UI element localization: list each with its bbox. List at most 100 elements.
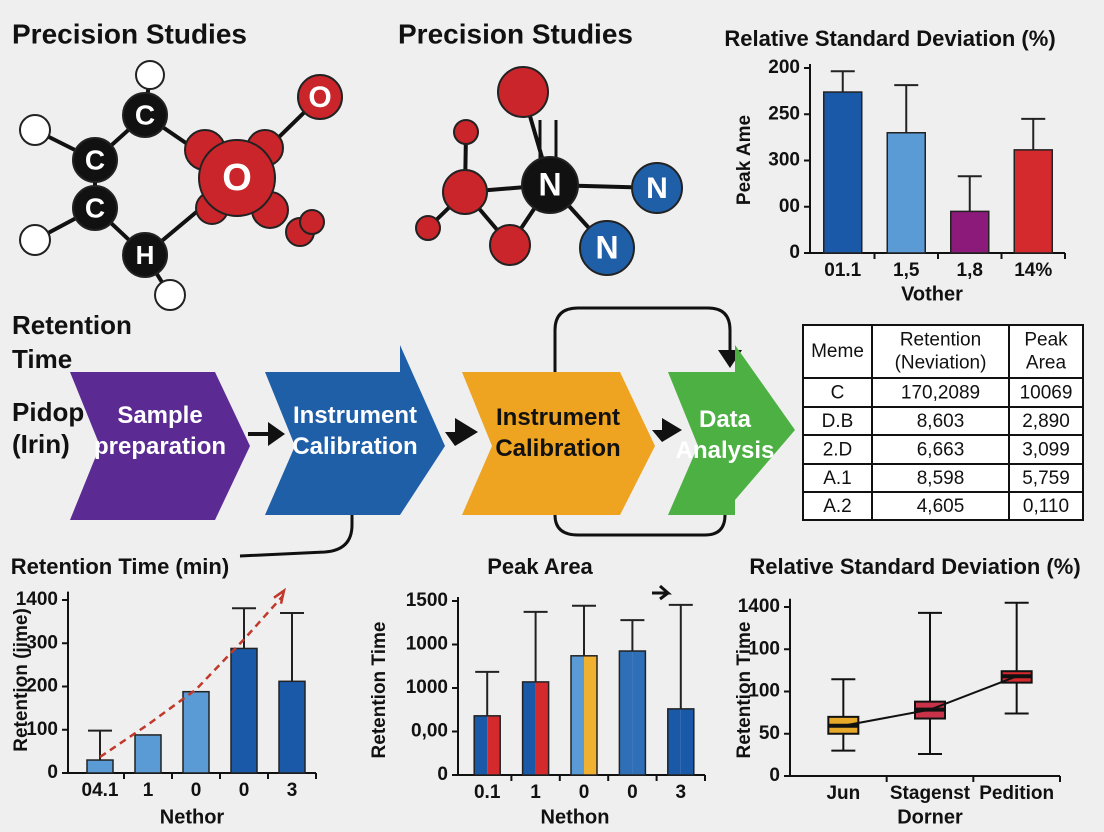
- bar: [182, 690, 210, 774]
- y-tick-label: 0,00: [411, 721, 448, 742]
- x-tick-label: Stagenst: [890, 783, 971, 804]
- table-cell: A.2: [823, 496, 852, 517]
- label-line: Time: [12, 344, 72, 374]
- trend-line: [99, 594, 284, 759]
- atom: [198, 139, 276, 217]
- x-tick-label: 0.1: [474, 782, 501, 803]
- atom-label: O: [222, 157, 252, 199]
- flow-step: [462, 372, 655, 515]
- y-tick-label: 0: [769, 765, 780, 786]
- atom: [497, 66, 549, 118]
- x-tick-label: Jun: [826, 783, 860, 804]
- table-frame: [802, 324, 1084, 521]
- median-line: [843, 675, 1018, 727]
- table-cell: 10069: [1020, 383, 1073, 404]
- x-tick-label: 3: [287, 780, 298, 801]
- bar: [632, 651, 646, 775]
- atom-label: C: [135, 99, 155, 130]
- table-cell: 2.D: [823, 440, 853, 461]
- y-axis-label: Retention Time: [734, 622, 755, 759]
- pointer-arrow: [652, 584, 672, 601]
- table-cell: D.B: [822, 411, 854, 432]
- bar: [230, 647, 258, 774]
- x-tick-label: 0: [579, 782, 590, 803]
- y-tick-label: 300: [26, 632, 58, 653]
- heading: Precision Studies: [12, 18, 247, 49]
- atom: [122, 232, 168, 278]
- atom-label: C: [85, 192, 105, 223]
- label-line: (Neviation): [895, 353, 987, 374]
- flow-arrow: [652, 418, 682, 442]
- atom-label: O: [308, 81, 331, 114]
- x-tick-label: 14%: [1014, 260, 1052, 281]
- table-cell: 4,605: [917, 496, 965, 517]
- trend-arrowhead: [273, 587, 286, 604]
- x-tick-label: 3: [676, 782, 687, 803]
- label-line: preparation: [94, 433, 226, 460]
- bar: [886, 132, 926, 254]
- y-tick-label: 1400: [16, 589, 58, 610]
- bar: [619, 651, 633, 775]
- label-line: (Irin): [12, 429, 70, 459]
- y-axis-label: Retention (jime): [11, 608, 32, 752]
- y-tick-label: 0: [47, 762, 58, 783]
- bar: [522, 681, 536, 775]
- y-tick-label: 0: [437, 764, 448, 785]
- x-axis-label: Vother: [901, 283, 963, 305]
- x-tick-label: 01.1: [824, 260, 861, 281]
- atoms: [19, 60, 549, 311]
- atom: [442, 169, 488, 215]
- y-tick-label: 1000: [406, 634, 448, 655]
- label-line: Retention: [900, 330, 981, 351]
- double-bond: [538, 120, 558, 160]
- atom-label: N: [595, 229, 618, 265]
- y-tick-label: 300: [768, 150, 800, 171]
- x-tick-label: 1: [143, 780, 154, 801]
- x-tick-label: 04.1: [82, 780, 119, 801]
- chart-title: Relative Standard Deviation (%): [749, 554, 1080, 579]
- x-tick-label: Pedition: [979, 783, 1054, 804]
- atom: [19, 224, 51, 256]
- atom: [299, 209, 325, 235]
- x-tick-label: 1: [530, 782, 541, 803]
- bar: [823, 91, 863, 254]
- flow-step: [668, 345, 795, 515]
- label-line: Pidop: [12, 397, 84, 427]
- bar: [278, 680, 306, 774]
- bar: [487, 715, 501, 775]
- atom: [122, 92, 168, 138]
- atom-label: N: [538, 166, 561, 202]
- label-line: Retention: [12, 310, 132, 340]
- atom-label: N: [646, 172, 668, 205]
- label-line: Data: [699, 406, 752, 433]
- atom-label: C: [85, 144, 105, 175]
- flow-arrow: [248, 422, 285, 446]
- table-cell: 2,890: [1022, 411, 1070, 432]
- y-tick-label: 100: [26, 719, 58, 740]
- table-cell: C: [831, 383, 845, 404]
- chart-title: Relative Standard Deviation (%): [724, 26, 1055, 51]
- y-tick-label: 1500: [406, 590, 448, 611]
- x-tick-label: 0: [191, 780, 202, 801]
- y-tick-label: 1000: [406, 677, 448, 698]
- y-tick-label: 100: [748, 638, 780, 659]
- label-line: Analysis: [676, 437, 775, 464]
- y-tick-label: 50: [759, 723, 780, 744]
- x-tick-label: 1,5: [893, 260, 920, 281]
- label-line: Area: [1026, 353, 1067, 374]
- atom: [489, 224, 531, 266]
- y-tick-label: 0: [789, 242, 800, 263]
- label-line: Calibration: [495, 435, 620, 462]
- atom-label: H: [136, 240, 155, 270]
- bar: [571, 655, 584, 775]
- atom: [579, 220, 635, 276]
- table-cell: A.1: [823, 468, 852, 489]
- x-axis-label: Nethor: [160, 806, 225, 828]
- connector: [239, 495, 354, 558]
- y-tick-label: 100: [748, 681, 780, 702]
- atom: [19, 114, 51, 146]
- bar: [134, 734, 162, 774]
- y-tick-label: 200: [768, 57, 800, 78]
- loop-bottom: [553, 480, 727, 537]
